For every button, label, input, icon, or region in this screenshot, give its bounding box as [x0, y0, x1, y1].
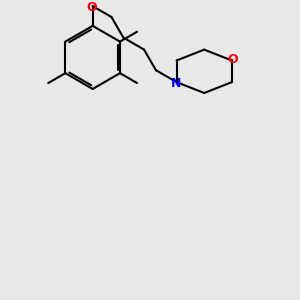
Text: O: O	[86, 1, 97, 13]
Text: O: O	[227, 53, 238, 66]
Text: N: N	[170, 76, 181, 90]
